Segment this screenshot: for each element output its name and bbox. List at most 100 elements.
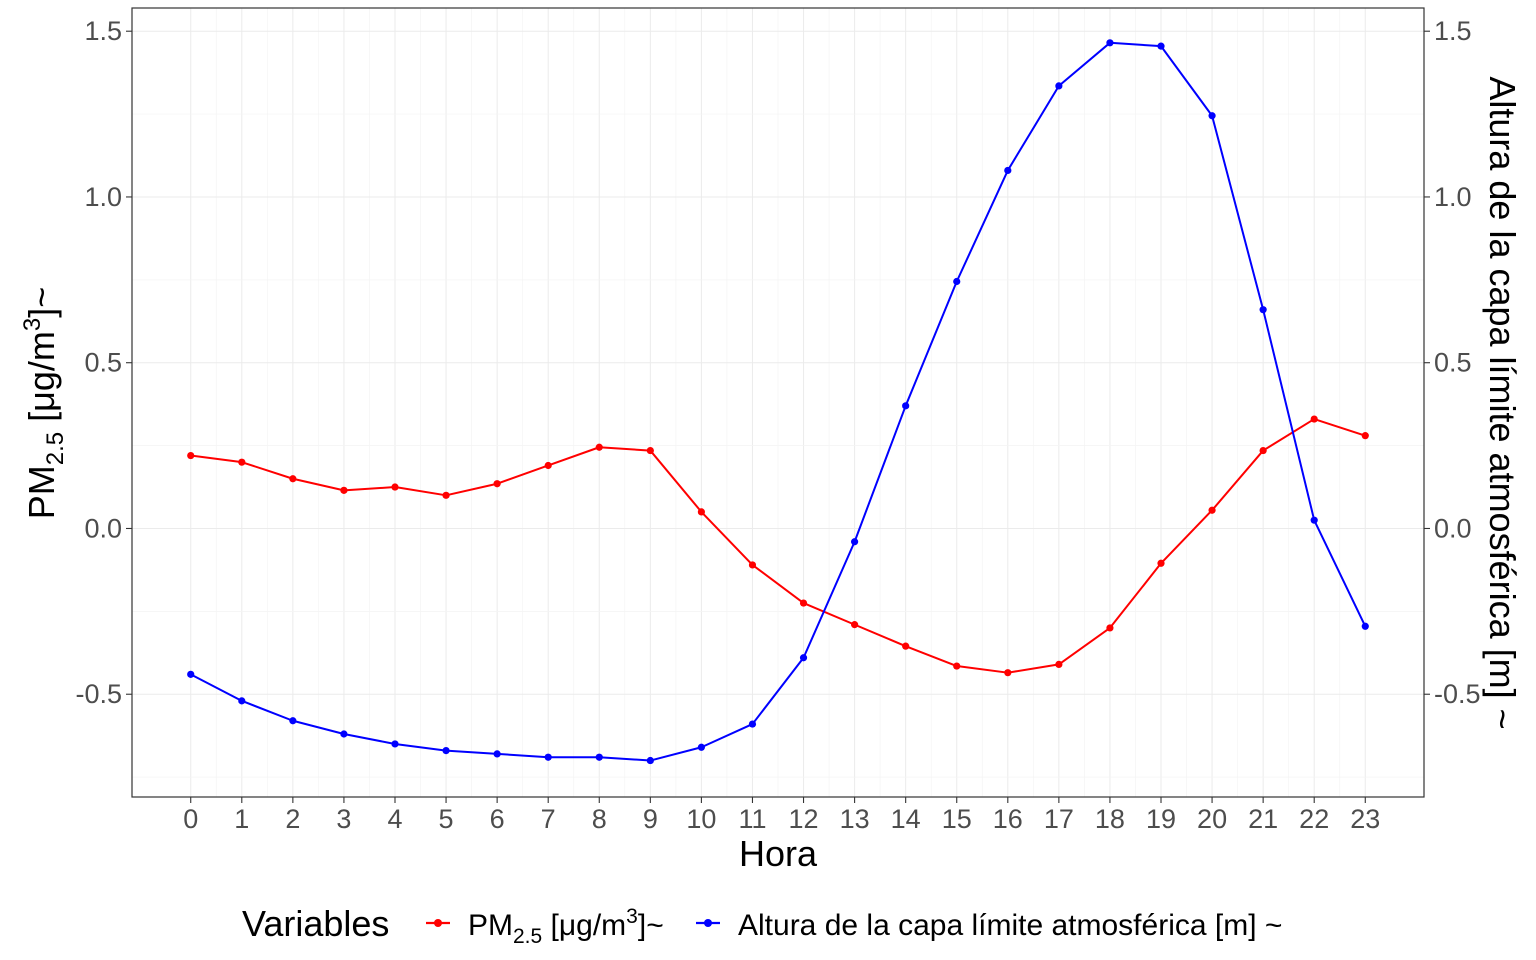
data-point [1055, 82, 1063, 90]
data-point [646, 446, 654, 455]
legend-label-pm25: PM2.5 [μg/m3]~ [468, 905, 664, 948]
data-point [851, 538, 859, 546]
data-point [953, 662, 961, 670]
data-point [1004, 669, 1012, 677]
data-point [953, 277, 961, 286]
x-tick-label: 3 [336, 804, 351, 834]
data-point [493, 750, 501, 758]
y-tick-label-right: -0.5 [1434, 679, 1481, 709]
plot-panel-border [131, 7, 1425, 798]
data-point [1361, 622, 1369, 630]
data-point [493, 480, 501, 488]
x-tick-label: 1 [234, 804, 249, 834]
x-tick-label: 15 [942, 804, 972, 834]
y-axis-title-post: ]~ [21, 287, 62, 318]
data-point [748, 720, 757, 728]
data-point [1106, 624, 1114, 632]
data-point [646, 756, 654, 765]
data-point [442, 746, 450, 755]
data-point [697, 743, 705, 751]
data-point [1361, 432, 1369, 440]
data-point [1259, 446, 1267, 455]
data-point [340, 486, 348, 494]
series-line [190, 41, 1367, 762]
x-tick-label: 7 [541, 804, 556, 834]
x-tick-label: 10 [686, 804, 716, 834]
y-axis-title-sup: 3 [19, 318, 46, 331]
x-tick-label: 6 [490, 804, 505, 834]
data-point [1157, 559, 1165, 567]
data-point [697, 508, 705, 516]
series-line [190, 418, 1366, 674]
x-tick-label: 5 [439, 804, 454, 834]
data-point [289, 717, 297, 725]
x-tick-label: 17 [1044, 804, 1074, 834]
data-point [902, 642, 910, 650]
y-tick-label-right: 1.0 [1434, 182, 1472, 212]
data-point [289, 475, 297, 483]
y-axis-title: PM2.5 [μg/m3]~ [19, 287, 69, 520]
data-point [595, 443, 603, 451]
y-tick-label-right: 0.5 [1434, 348, 1472, 378]
data-point [544, 461, 552, 470]
data-point [1259, 306, 1267, 314]
data-point [902, 402, 910, 410]
data-point [391, 740, 399, 748]
y-tick-label-left: 0.5 [84, 348, 122, 378]
data-point [799, 599, 808, 607]
tick-labels: 0 1 2 3 4 5 6 7 8 9 10 11 12 13 14 15 16 17 18 19 20 21 22 23-0… [75, 16, 1480, 834]
data-point [391, 483, 399, 491]
x-tick-label: 16 [993, 804, 1023, 834]
y-tick-label-left: 1.5 [84, 16, 122, 46]
y-tick-label-right: 0.0 [1434, 513, 1472, 543]
axis-ticks [126, 30, 1430, 803]
x-axis-title: Hora [739, 833, 818, 874]
x-tick-label: 14 [891, 804, 921, 834]
data-point [1208, 506, 1216, 514]
series-altura [187, 39, 1369, 765]
legend-label-pm25-sup: 3 [626, 905, 638, 928]
x-tick-label: 20 [1197, 804, 1227, 834]
data-point [1157, 42, 1165, 50]
data-point [340, 730, 348, 738]
x-tick-label: 22 [1299, 804, 1329, 834]
legend-title: Variables [242, 903, 389, 944]
data-point [238, 458, 246, 466]
data-point [748, 561, 757, 569]
data-point [544, 753, 552, 761]
x-tick-label: 4 [387, 804, 402, 834]
y-axis-title-mid: [μg/m [21, 331, 62, 432]
legend-label-pm25-sub: 2.5 [513, 925, 542, 948]
data-point [1055, 660, 1063, 668]
y-axis-title-sub: 2.5 [42, 432, 69, 465]
x-tick-label: 11 [738, 804, 766, 834]
data-point [799, 654, 808, 662]
x-tick-label: 12 [789, 804, 819, 834]
data-point [1208, 112, 1216, 120]
data-point [1310, 516, 1318, 524]
x-tick-label: 23 [1350, 804, 1380, 834]
legend-label-altura: Altura de la capa límite atmosférica [m]… [738, 909, 1282, 942]
data-point [187, 670, 195, 678]
legend-key-point-altura [704, 919, 712, 927]
data-point [851, 621, 859, 629]
data-point [1004, 166, 1012, 175]
data-point [1106, 39, 1114, 47]
data-point [442, 491, 450, 499]
y-tick-label-right: 1.5 [1434, 16, 1472, 46]
x-tick-label: 19 [1146, 804, 1176, 834]
legend-label-pm25-post: ]~ [638, 909, 664, 942]
grid-lines [132, 8, 1424, 797]
x-tick-label: 18 [1095, 804, 1125, 834]
y-tick-label-left: 0.0 [84, 513, 122, 543]
y-axis-right-title: Altura de la capa límite atmosférica [m]… [1482, 76, 1523, 729]
legend-label-pm25-mid: [μg/m [542, 909, 626, 942]
x-tick-label: 13 [840, 804, 870, 834]
data-point [595, 753, 603, 761]
series-pm25 [187, 415, 1369, 677]
x-tick-label: 9 [643, 804, 658, 834]
legend-label-pm25-pre: PM [468, 909, 513, 942]
legend: Variables PM2.5 [μg/m3]~ Altura de la ca… [242, 903, 1282, 948]
x-tick-label: 2 [285, 804, 300, 834]
